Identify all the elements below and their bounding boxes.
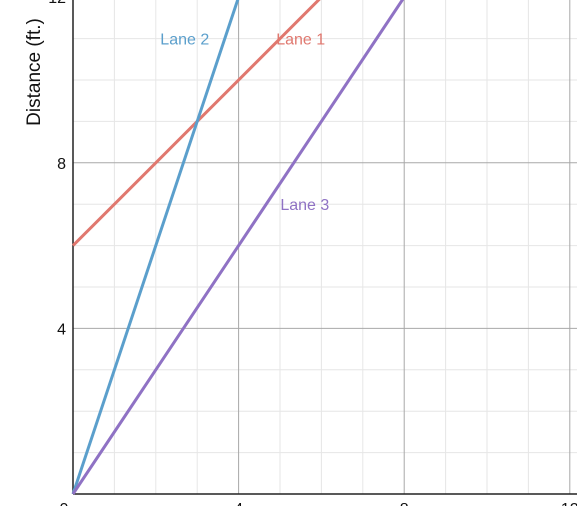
y-tick-label: 12 (48, 0, 66, 7)
series-lines (71, 0, 405, 495)
series-line-lane-3 (71, 0, 405, 495)
minor-grid (73, 0, 577, 494)
y-tick-label: 8 (57, 156, 66, 173)
series-label-lane-1: Lane 1 (276, 32, 325, 49)
tick-labels: 4 8 12 0 4 8 12 (48, 0, 577, 506)
x-tick-label: 8 (400, 501, 409, 506)
x-tick-label: 4 (234, 501, 243, 506)
series-label-lane-2: Lane 2 (160, 32, 209, 49)
series-label-lane-3: Lane 3 (280, 197, 329, 214)
series-line-lane-2 (71, 0, 240, 495)
y-axis-label: Distance (ft.) (24, 18, 45, 126)
x-tick-label: 0 (60, 501, 69, 506)
x-tick-label: 12 (561, 501, 577, 506)
y-tick-label: 4 (57, 321, 66, 338)
axes (72, 0, 577, 495)
major-grid (73, 0, 577, 494)
series-labels: Lane 1 Lane 2 Lane 3 (160, 32, 329, 215)
